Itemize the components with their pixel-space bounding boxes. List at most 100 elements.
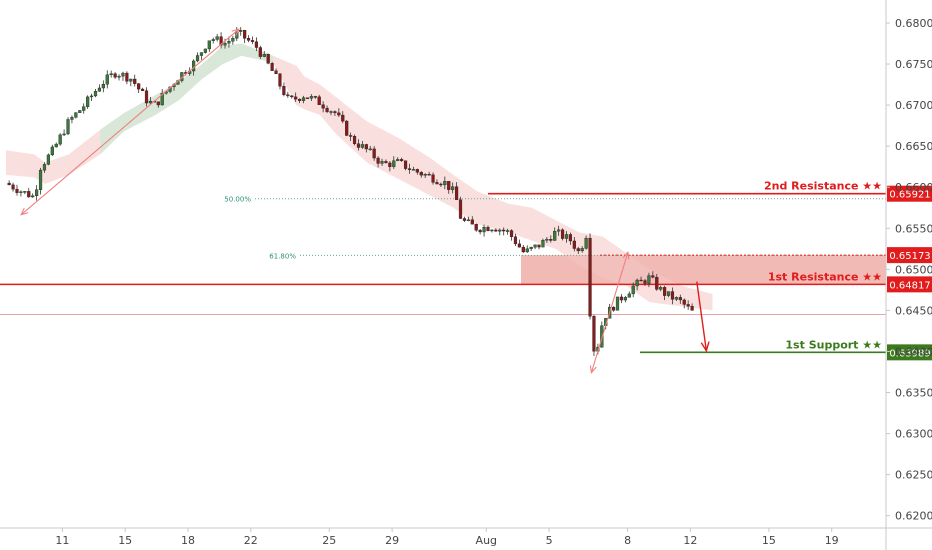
candle-body: [140, 88, 145, 91]
price-tag-label: 0.65921: [889, 190, 930, 201]
candle-body: [663, 287, 667, 296]
x-tick-label: 15: [762, 534, 776, 547]
candle-body: [192, 60, 196, 72]
candle-body: [82, 106, 86, 111]
candle-body: [674, 297, 678, 300]
x-tick-label: 18: [181, 534, 195, 547]
candle-body: [560, 229, 565, 239]
level-label: 1st Support ★★: [785, 338, 882, 351]
cloud-area-bullish: [100, 43, 273, 155]
candle-body: [125, 72, 129, 82]
candle-body: [690, 306, 694, 311]
candle-body: [372, 148, 376, 159]
candle-body: [129, 78, 133, 82]
candle-body: [486, 227, 490, 232]
candle-body: [584, 237, 588, 249]
candle-body: [148, 100, 153, 104]
candle-body: [454, 186, 459, 200]
candle-body: [325, 107, 329, 112]
candle-body: [525, 248, 529, 253]
candle-body: [631, 285, 635, 295]
candle-body: [121, 72, 125, 77]
candle-body: [262, 54, 266, 57]
candle-body: [458, 199, 463, 219]
candle-body: [31, 195, 35, 198]
candle-body: [431, 174, 435, 183]
x-tick-label: 25: [322, 534, 336, 547]
candle-body: [207, 40, 211, 50]
candle-body: [651, 275, 655, 278]
candle-body: [243, 30, 247, 39]
candle-layer: [7, 27, 694, 356]
candle-body: [23, 191, 27, 193]
x-tick-label: 19: [825, 534, 839, 547]
x-tick-label: 15: [118, 534, 132, 547]
candle-body: [286, 94, 290, 97]
x-tick-label: 8: [624, 534, 631, 547]
candle-body: [400, 159, 404, 161]
candle-body: [439, 183, 443, 186]
candle-body: [50, 146, 54, 156]
candle-body: [419, 172, 423, 176]
candle-body: [101, 83, 105, 89]
candle-body: [58, 134, 62, 145]
x-tick-label: Aug: [476, 534, 497, 547]
candle-body: [113, 73, 117, 78]
candle-body: [78, 110, 82, 113]
candle-body: [211, 39, 215, 41]
candle-body: [549, 238, 553, 241]
candle-body: [66, 119, 70, 135]
candle-body: [282, 85, 286, 95]
candle-body: [611, 306, 616, 311]
candle-body: [509, 230, 514, 238]
y-tick-label: 0.62000: [895, 510, 932, 523]
candle-body: [337, 112, 341, 116]
candle-body: [376, 157, 380, 164]
candle-body: [368, 148, 372, 151]
x-tick-label: 11: [55, 534, 69, 547]
candle-body: [447, 181, 451, 190]
candle-body: [478, 229, 482, 233]
trend-arrow: [592, 253, 628, 372]
candle-body: [686, 304, 690, 307]
candle-body: [254, 41, 259, 48]
candle-body: [227, 41, 231, 44]
candle-body: [655, 277, 659, 290]
candle-body: [482, 227, 486, 233]
candle-body: [258, 47, 262, 57]
candle-body: [137, 83, 141, 90]
candle-body: [533, 244, 537, 248]
candle-body: [541, 240, 545, 248]
candle-body: [203, 48, 207, 53]
candle-body: [494, 229, 498, 232]
candle-body: [576, 248, 580, 252]
candle-body: [443, 181, 447, 186]
candle-body: [117, 75, 121, 78]
candle-body: [246, 38, 251, 41]
candle-body: [388, 162, 392, 167]
candle-body: [223, 43, 227, 46]
candle-body: [97, 87, 102, 92]
candle-body: [588, 237, 592, 317]
candle-body: [553, 230, 557, 241]
candle-body: [270, 63, 274, 71]
candle-body: [423, 173, 427, 176]
candle-body: [647, 275, 651, 284]
candle-body: [301, 97, 306, 101]
candle-body: [333, 111, 337, 114]
candle-body: [557, 229, 561, 232]
candle-body: [250, 40, 255, 42]
candle-body: [46, 154, 50, 165]
fib-label: 50.00%: [224, 196, 251, 204]
candle-body: [86, 96, 90, 107]
candle-body: [470, 219, 474, 225]
candle-body: [27, 191, 31, 198]
candle-body: [74, 112, 78, 118]
level-label: 2nd Resistance ★★: [764, 180, 882, 193]
